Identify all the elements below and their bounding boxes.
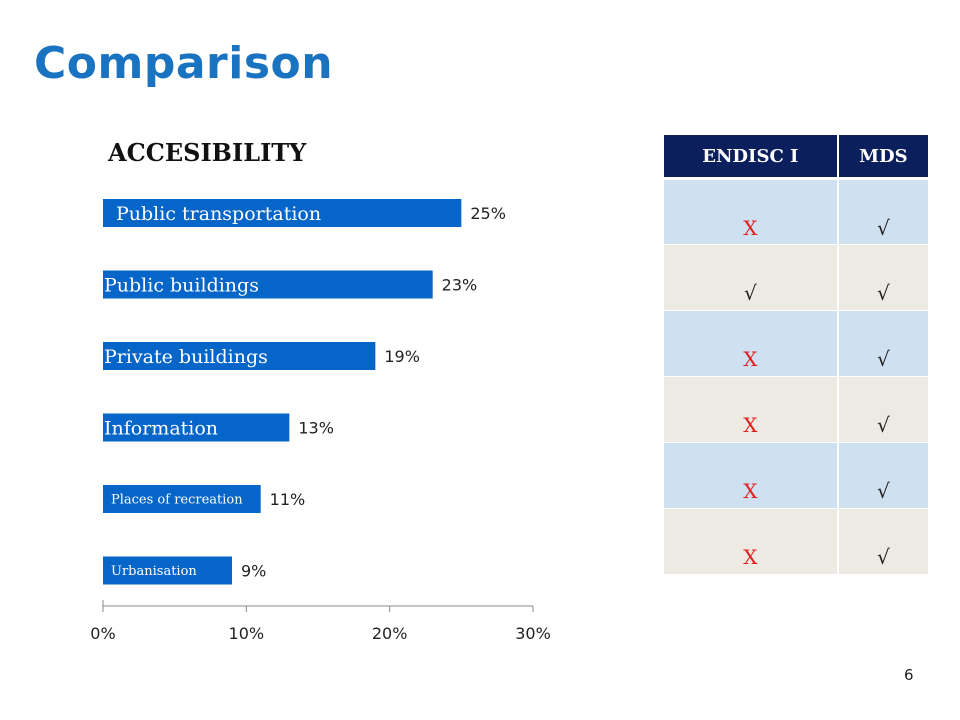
table-row: X √ bbox=[664, 376, 928, 443]
bar bbox=[103, 270, 433, 299]
bar bbox=[103, 485, 261, 513]
bar-category-label: Public buildings bbox=[104, 274, 259, 296]
header-endisc: ENDISC I bbox=[664, 135, 838, 180]
table-row: √ √ bbox=[664, 244, 928, 311]
endisc-cell: √ bbox=[664, 244, 838, 311]
page-number: 6 bbox=[904, 666, 914, 684]
endisc-cell: X bbox=[664, 508, 838, 575]
slide-title: Comparison bbox=[34, 38, 334, 89]
x-tick-label: 10% bbox=[229, 624, 265, 643]
x-tick-label: 20% bbox=[372, 624, 408, 643]
bar bbox=[103, 556, 232, 585]
table-row: X √ bbox=[664, 442, 928, 509]
data-label: 11% bbox=[270, 490, 306, 509]
bar-category-label: Information bbox=[104, 417, 218, 439]
endisc-cell: X bbox=[664, 376, 838, 443]
bar-category-label: Places of recreation bbox=[111, 493, 243, 508]
data-label: 19% bbox=[384, 347, 420, 366]
table-row: X √ bbox=[664, 508, 928, 575]
mds-cell: √ bbox=[836, 244, 928, 311]
mds-cell: √ bbox=[836, 442, 928, 509]
x-axis: 0% 10% 20% 30% bbox=[90, 600, 551, 643]
bar-category-label: Public transportation bbox=[116, 203, 321, 225]
data-label: 25% bbox=[470, 204, 506, 223]
table-row: X √ bbox=[664, 178, 928, 245]
bar-category-label: Urbanisation bbox=[111, 564, 197, 579]
endisc-cell: X bbox=[664, 442, 838, 509]
bar bbox=[103, 342, 376, 370]
table-row: X √ bbox=[664, 310, 928, 377]
data-label: 9% bbox=[241, 562, 266, 581]
mds-cell: √ bbox=[836, 178, 928, 245]
data-label: 13% bbox=[298, 419, 334, 438]
bar bbox=[103, 413, 290, 442]
mds-cell: √ bbox=[836, 508, 928, 575]
bars-group: Public transportation 25% Public buildings… bbox=[103, 199, 506, 585]
bar bbox=[103, 199, 462, 227]
bar-category-label: Private buildings bbox=[104, 346, 268, 368]
comparison-table: ENDISC I MDS X √ √ √ X √ X √ X √ X √ bbox=[664, 135, 928, 575]
x-tick-label: 0% bbox=[90, 624, 115, 643]
endisc-cell: X bbox=[664, 310, 838, 377]
chart-title: ACCESIBILITY bbox=[108, 138, 307, 167]
header-mds: MDS bbox=[836, 135, 928, 180]
mds-cell: √ bbox=[836, 376, 928, 443]
x-tick-label: 30% bbox=[515, 624, 551, 643]
table-header-row: ENDISC I MDS bbox=[664, 135, 928, 180]
data-label: 23% bbox=[442, 276, 478, 295]
endisc-cell: X bbox=[664, 178, 838, 245]
mds-cell: √ bbox=[836, 310, 928, 377]
